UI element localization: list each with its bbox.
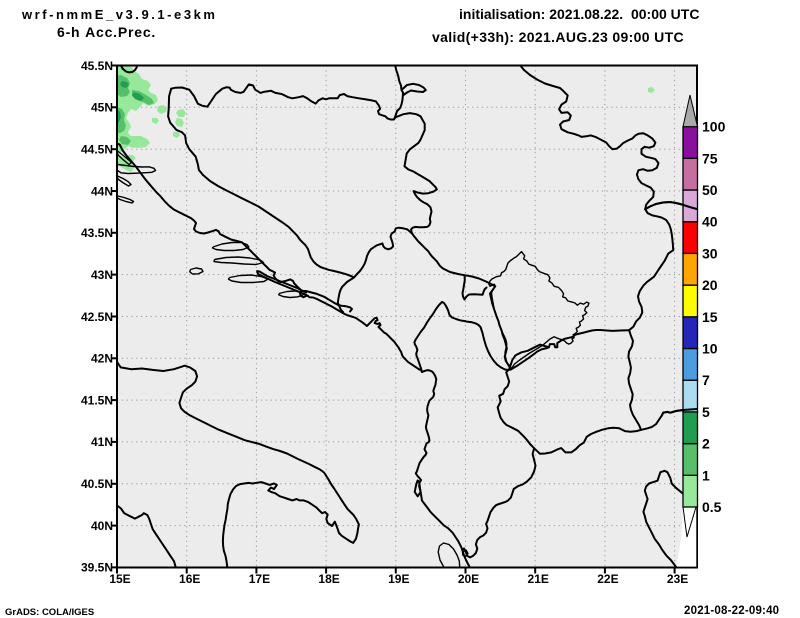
svg-text:15: 15 — [702, 309, 718, 325]
svg-text:0.5: 0.5 — [702, 499, 722, 515]
svg-text:19E: 19E — [388, 572, 409, 586]
svg-text:41N: 41N — [91, 435, 113, 449]
svg-text:21E: 21E — [528, 572, 549, 586]
svg-text:2: 2 — [702, 436, 710, 452]
svg-text:75: 75 — [702, 150, 718, 166]
svg-text:40N: 40N — [91, 519, 113, 533]
svg-text:45.5N: 45.5N — [81, 59, 113, 73]
svg-text:40.5N: 40.5N — [81, 477, 113, 491]
svg-text:40: 40 — [702, 214, 718, 230]
svg-text:43.5N: 43.5N — [81, 226, 113, 240]
svg-text:20E: 20E — [458, 572, 479, 586]
svg-text:30: 30 — [702, 245, 718, 261]
svg-text:16E: 16E — [179, 572, 200, 586]
svg-text:23E: 23E — [667, 572, 688, 586]
svg-text:15E: 15E — [109, 572, 130, 586]
svg-text:20: 20 — [702, 277, 718, 293]
svg-text:39.5N: 39.5N — [81, 561, 113, 575]
svg-text:initialisation: 2021.08.22. 0: initialisation: 2021.08.22. 00:00 UTC — [459, 6, 699, 22]
svg-text:44.5N: 44.5N — [81, 143, 113, 157]
svg-text:18E: 18E — [318, 572, 339, 586]
svg-text:42.5N: 42.5N — [81, 310, 113, 324]
svg-text:43N: 43N — [91, 268, 113, 282]
svg-text:100: 100 — [702, 119, 726, 135]
svg-text:44N: 44N — [91, 184, 113, 198]
svg-text:valid(+33h): 2021.AUG.23 09:00: valid(+33h): 2021.AUG.23 09:00 UTC — [432, 29, 684, 45]
svg-text:GrADS: COLA/IGES: GrADS: COLA/IGES — [5, 607, 94, 618]
svg-text:wrf-nmmE_v3.9.1-e3km: wrf-nmmE_v3.9.1-e3km — [21, 7, 218, 22]
svg-text:6-h Acc.Prec.: 6-h Acc.Prec. — [57, 24, 156, 40]
svg-text:5: 5 — [702, 404, 710, 420]
svg-text:2021-08-22-09:40: 2021-08-22-09:40 — [684, 605, 779, 617]
svg-text:7: 7 — [702, 372, 710, 388]
svg-text:45N: 45N — [91, 101, 113, 115]
svg-text:1: 1 — [702, 467, 710, 483]
svg-text:41.5N: 41.5N — [81, 393, 113, 407]
svg-text:22E: 22E — [597, 572, 618, 586]
svg-text:10: 10 — [702, 341, 718, 357]
svg-text:17E: 17E — [249, 572, 270, 586]
svg-text:50: 50 — [702, 182, 718, 198]
svg-text:42N: 42N — [91, 352, 113, 366]
